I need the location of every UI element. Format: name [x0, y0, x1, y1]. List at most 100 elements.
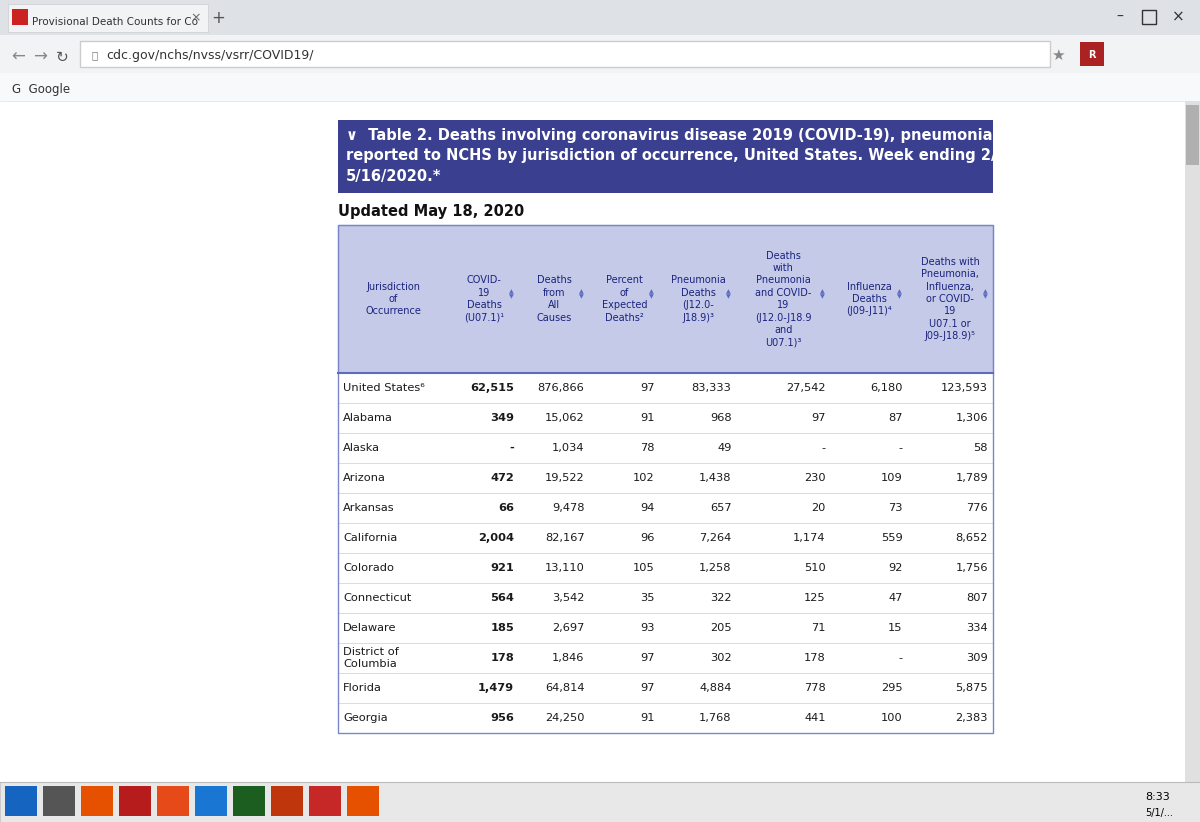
Text: -: -: [899, 443, 902, 453]
Text: 91: 91: [640, 413, 654, 423]
Text: Deaths
with
Pneumonia
and COVID-
19
(J12.0-J18.9
and
U07.1)³: Deaths with Pneumonia and COVID- 19 (J12…: [755, 251, 811, 348]
Text: 178: 178: [804, 653, 826, 663]
Text: 47: 47: [888, 593, 902, 603]
Text: 125: 125: [804, 593, 826, 603]
Text: Delaware: Delaware: [343, 623, 396, 633]
Bar: [347, 786, 379, 816]
Bar: [338, 225, 992, 733]
Text: 7,264: 7,264: [700, 533, 732, 543]
Bar: [338, 643, 992, 673]
Bar: [80, 41, 1050, 67]
Text: cdc.gov/nchs/nvss/vsrr/COVID19/: cdc.gov/nchs/nvss/vsrr/COVID19/: [106, 48, 313, 62]
Bar: [43, 786, 74, 816]
Text: ←: ←: [11, 48, 25, 66]
Text: 205: 205: [710, 623, 732, 633]
Bar: [1110, 783, 1186, 821]
Text: Provisional Death Counts for Co: Provisional Death Counts for Co: [32, 17, 198, 27]
Text: 78: 78: [640, 443, 654, 453]
Text: 1,174: 1,174: [793, 533, 826, 543]
Text: 1,479: 1,479: [478, 683, 515, 693]
Text: 968: 968: [710, 413, 732, 423]
Text: 295: 295: [881, 683, 902, 693]
Text: District of
Columbia: District of Columbia: [343, 647, 398, 669]
Text: 2,004: 2,004: [479, 533, 515, 543]
Text: 8:33: 8:33: [1145, 792, 1170, 802]
Text: →: →: [34, 48, 47, 66]
Text: 2,383: 2,383: [955, 713, 988, 723]
Text: 64,814: 64,814: [545, 683, 584, 693]
Text: 97: 97: [811, 413, 826, 423]
Bar: [8, 4, 208, 32]
Text: 87: 87: [888, 413, 902, 423]
Bar: [5, 786, 37, 816]
Text: 1,438: 1,438: [698, 473, 732, 483]
Bar: [82, 786, 113, 816]
Text: Alaska: Alaska: [343, 443, 380, 453]
Text: 2,697: 2,697: [552, 623, 584, 633]
Text: 5/1/...: 5/1/...: [1145, 808, 1172, 818]
Text: 49: 49: [718, 443, 732, 453]
Text: 876,866: 876,866: [538, 383, 584, 393]
Text: 83,333: 83,333: [691, 383, 732, 393]
Text: 5,875: 5,875: [955, 683, 988, 693]
Text: 921: 921: [491, 563, 515, 573]
Bar: [1186, 105, 1199, 165]
Text: COVID-
19
Deaths
(U07.1)¹: COVID- 19 Deaths (U07.1)¹: [464, 275, 504, 322]
Text: 91: 91: [640, 713, 654, 723]
Bar: [157, 786, 190, 816]
Text: 94: 94: [640, 503, 654, 513]
Text: 956: 956: [491, 713, 515, 723]
Text: 58: 58: [973, 443, 988, 453]
Text: Deaths
from
All
Causes: Deaths from All Causes: [536, 275, 572, 322]
Text: 1,846: 1,846: [552, 653, 584, 663]
Bar: [0, 73, 1200, 101]
Text: -: -: [822, 443, 826, 453]
Text: United States⁶: United States⁶: [343, 383, 425, 393]
Text: Jurisdiction
of
Occurrence: Jurisdiction of Occurrence: [366, 282, 421, 316]
Text: 71: 71: [811, 623, 826, 633]
Bar: [338, 613, 992, 643]
Text: Influenza
Deaths
(J09-J11)⁴: Influenza Deaths (J09-J11)⁴: [846, 282, 892, 316]
Text: Updated May 18, 2020: Updated May 18, 2020: [338, 204, 524, 219]
Bar: [338, 553, 992, 583]
Bar: [233, 786, 265, 816]
Bar: [1186, 101, 1200, 782]
Bar: [0, 782, 1200, 822]
Text: 15,062: 15,062: [545, 413, 584, 423]
Text: 9,478: 9,478: [552, 503, 584, 513]
Bar: [338, 403, 992, 433]
Text: Percent
of
Expected
Deaths²: Percent of Expected Deaths²: [601, 275, 647, 322]
Text: 97: 97: [640, 653, 654, 663]
Text: 1,306: 1,306: [955, 413, 988, 423]
Bar: [338, 703, 992, 733]
Bar: [0, 35, 1200, 73]
Text: -: -: [510, 443, 515, 453]
Bar: [338, 463, 992, 493]
Text: Georgia: Georgia: [343, 713, 388, 723]
Text: 109: 109: [881, 473, 902, 483]
Text: 1,258: 1,258: [698, 563, 732, 573]
Text: 102: 102: [632, 473, 654, 483]
Text: 🔒: 🔒: [92, 50, 98, 60]
Text: Pneumonia
Deaths
(J12.0-
J18.9)³: Pneumonia Deaths (J12.0- J18.9)³: [671, 275, 725, 322]
Text: 1,789: 1,789: [955, 473, 988, 483]
Text: 6,180: 6,180: [870, 383, 902, 393]
Text: 807: 807: [966, 593, 988, 603]
Text: +: +: [211, 9, 224, 27]
Bar: [74, 101, 1186, 782]
Text: ▲
▼: ▲ ▼: [983, 289, 988, 299]
Bar: [0, 101, 74, 782]
Text: 1,034: 1,034: [552, 443, 584, 453]
Text: 100: 100: [881, 713, 902, 723]
Bar: [338, 225, 992, 373]
Text: 66: 66: [498, 503, 515, 513]
Bar: [194, 786, 227, 816]
Text: Deaths with
Pneumonia,
Influenza,
or COVID-
19
U07.1 or
J09-J18.9)⁵: Deaths with Pneumonia, Influenza, or COV…: [920, 256, 979, 341]
Text: ▲
▼: ▲ ▼: [820, 289, 824, 299]
Text: G  Google: G Google: [12, 84, 70, 96]
Text: 778: 778: [804, 683, 826, 693]
Text: 4,884: 4,884: [700, 683, 732, 693]
Text: 657: 657: [710, 503, 732, 513]
Text: 8,652: 8,652: [955, 533, 988, 543]
Text: 178: 178: [491, 653, 515, 663]
